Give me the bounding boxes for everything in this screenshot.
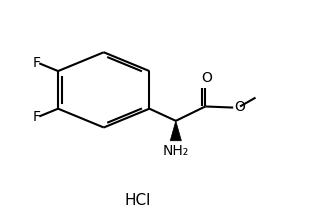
Text: F: F bbox=[33, 110, 41, 124]
Text: NH₂: NH₂ bbox=[163, 144, 189, 158]
Text: HCl: HCl bbox=[125, 193, 151, 208]
Text: F: F bbox=[33, 56, 41, 70]
Text: O: O bbox=[201, 71, 212, 85]
Text: O: O bbox=[235, 100, 246, 114]
Polygon shape bbox=[170, 121, 182, 141]
